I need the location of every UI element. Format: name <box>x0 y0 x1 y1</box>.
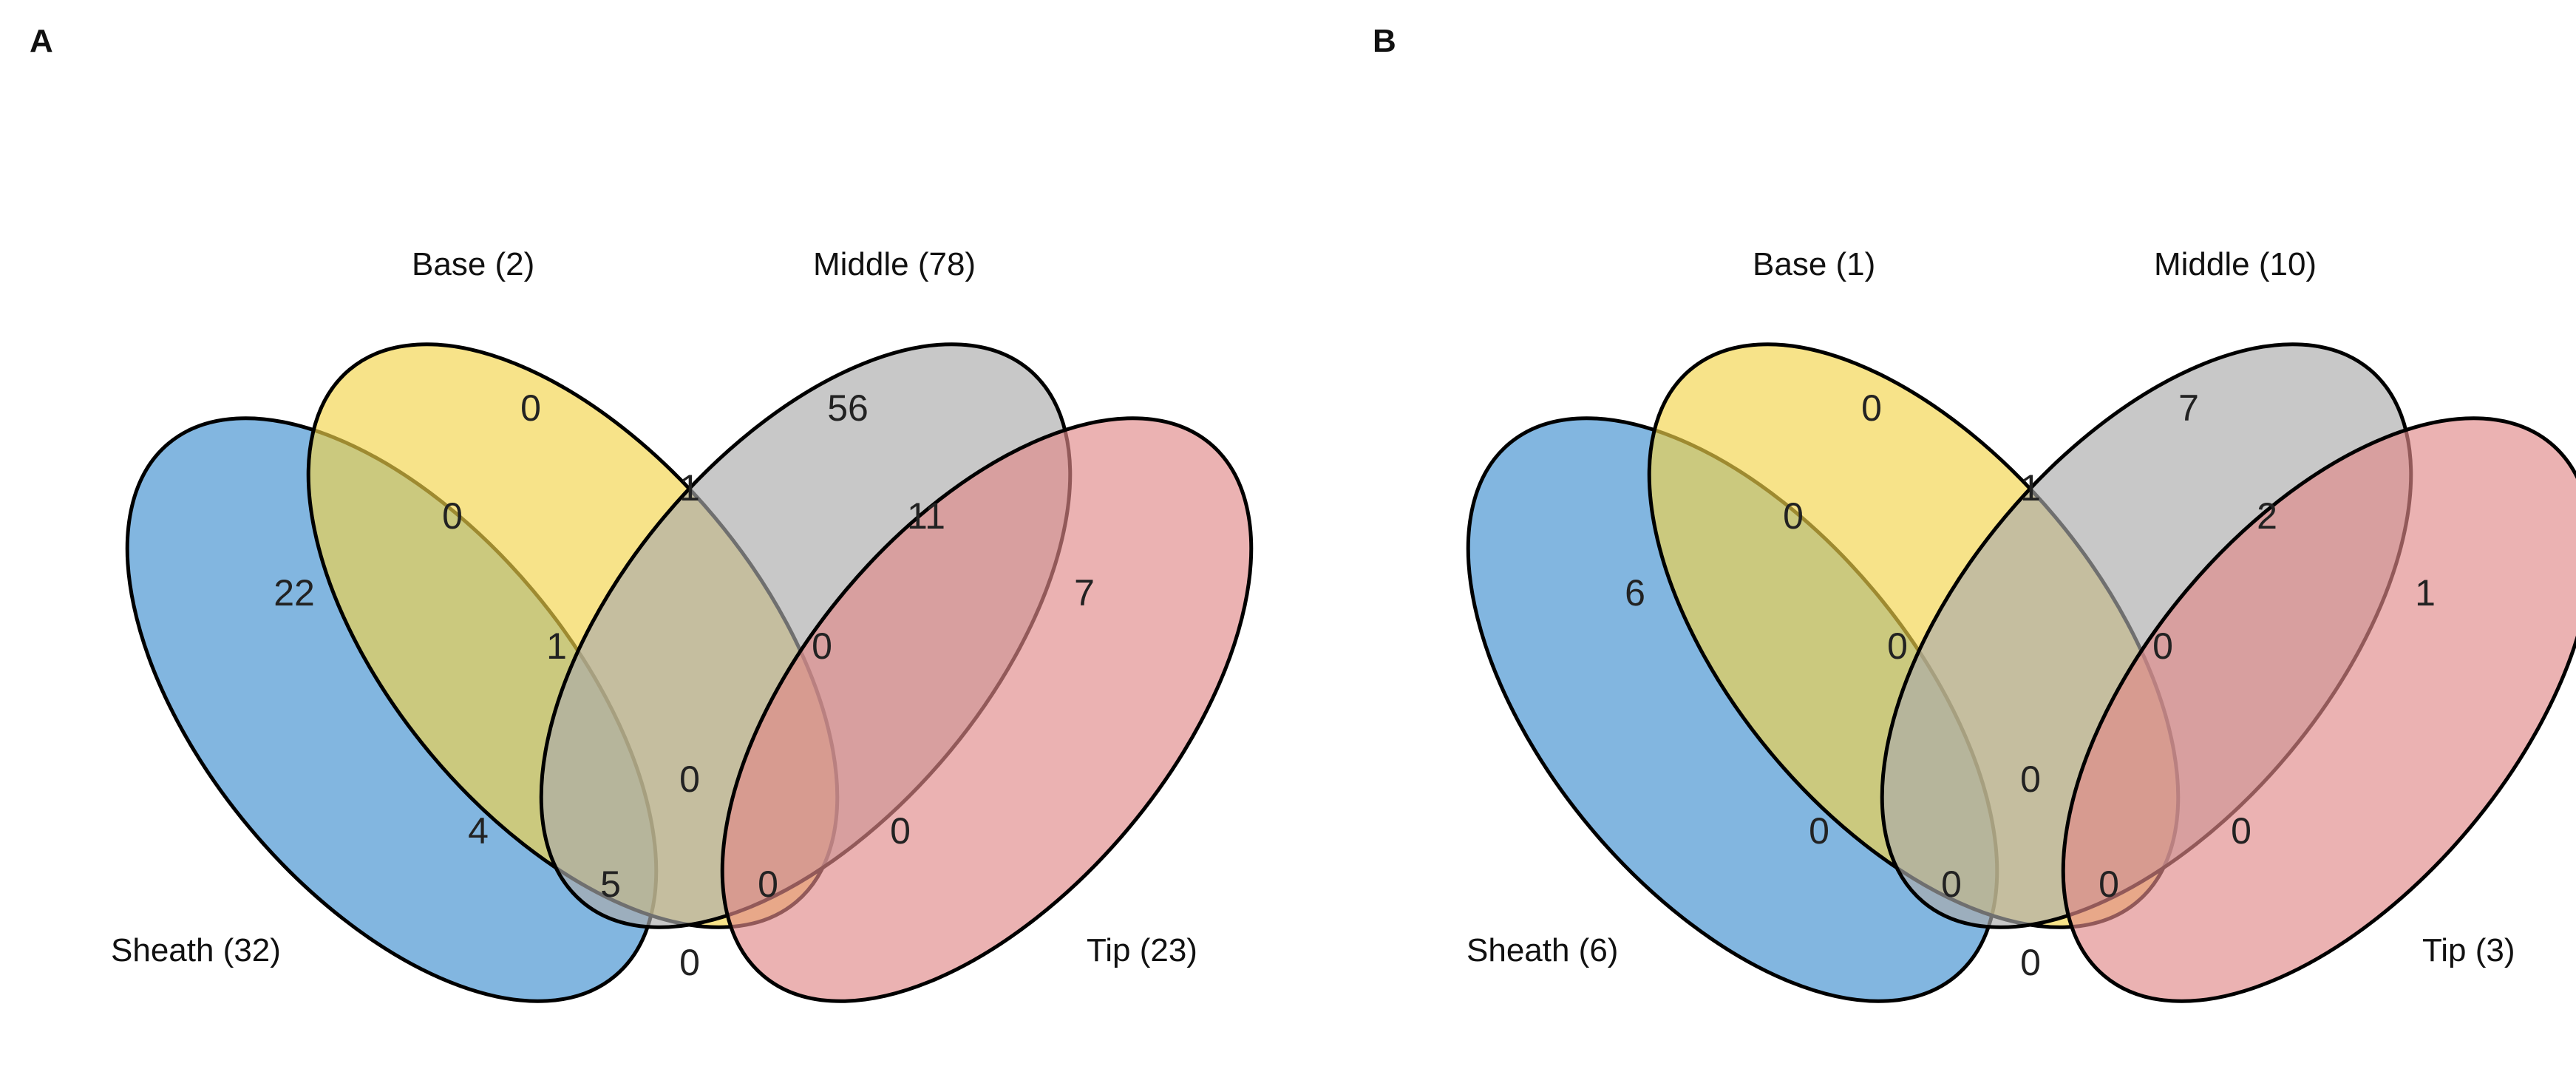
set-tip <box>720 416 1254 1003</box>
count-tip-only: 1 <box>2415 572 2436 614</box>
count-base-tip: 0 <box>2231 810 2252 852</box>
count-base-middle-tip: 0 <box>812 625 832 667</box>
count-base-middle-tip: 0 <box>2152 625 2173 667</box>
count-all-four: 0 <box>679 758 700 800</box>
count-middle-tip: 2 <box>2257 495 2277 537</box>
label-sheath: Sheath (6) <box>1467 932 1618 968</box>
venn-sets <box>125 342 1254 1003</box>
count-base-only: 0 <box>1861 387 1882 429</box>
panel-letter: A <box>30 23 53 59</box>
count-sheath-base-middle: 1 <box>546 625 567 667</box>
count-middle-tip: 11 <box>907 495 945 537</box>
count-sheath-tip: 0 <box>2020 942 2041 983</box>
label-sheath: Sheath (32) <box>111 932 281 968</box>
label-middle: Middle (10) <box>2154 246 2317 282</box>
count-base-middle: 1 <box>2020 467 2041 509</box>
count-sheath-base: 0 <box>442 495 463 537</box>
count-sheath-only: 6 <box>1625 572 1645 614</box>
label-base: Base (2) <box>412 246 534 282</box>
count-middle-only: 56 <box>827 387 869 429</box>
count-base-tip: 0 <box>890 810 911 852</box>
count-sheath-middle: 4 <box>468 810 489 852</box>
count-sheath-base-middle: 0 <box>1887 625 1908 667</box>
region-counts: 0 56 0 1 11 22 1 0 7 0 4 0 5 0 0 <box>273 387 1095 983</box>
label-base: Base (1) <box>1753 246 1875 282</box>
count-tip-only: 7 <box>1074 572 1095 614</box>
count-sheath-only: 22 <box>273 572 315 614</box>
set-tip <box>2061 416 2576 1003</box>
count-base-only: 0 <box>520 387 541 429</box>
count-all-four: 0 <box>2020 758 2041 800</box>
count-sheath-base-tip: 0 <box>758 863 778 905</box>
panel-letter: B <box>1373 23 1396 59</box>
count-sheath-middle-tip: 5 <box>600 863 621 905</box>
region-counts: 0 7 0 1 2 6 0 0 1 0 0 0 0 0 0 <box>1625 387 2436 983</box>
count-sheath-base-tip: 0 <box>2098 863 2119 905</box>
label-middle: Middle (78) <box>813 246 976 282</box>
count-base-middle: 1 <box>679 467 700 509</box>
count-middle-only: 7 <box>2178 387 2199 429</box>
count-sheath-base: 0 <box>1783 495 1804 537</box>
count-sheath-middle: 0 <box>1809 810 1829 852</box>
panel-b: B Base (1) Middle (10) Sheath (6) Tip (3… <box>1373 23 2576 1003</box>
count-sheath-tip: 0 <box>679 942 700 983</box>
label-tip: Tip (23) <box>1087 932 1197 968</box>
label-tip: Tip (3) <box>2422 932 2515 968</box>
venn-sets <box>1466 342 2576 1003</box>
panel-a: A Base (2) Middle (78) Sheath (32) Tip (… <box>30 23 1254 1003</box>
count-sheath-middle-tip: 0 <box>1941 863 1962 905</box>
